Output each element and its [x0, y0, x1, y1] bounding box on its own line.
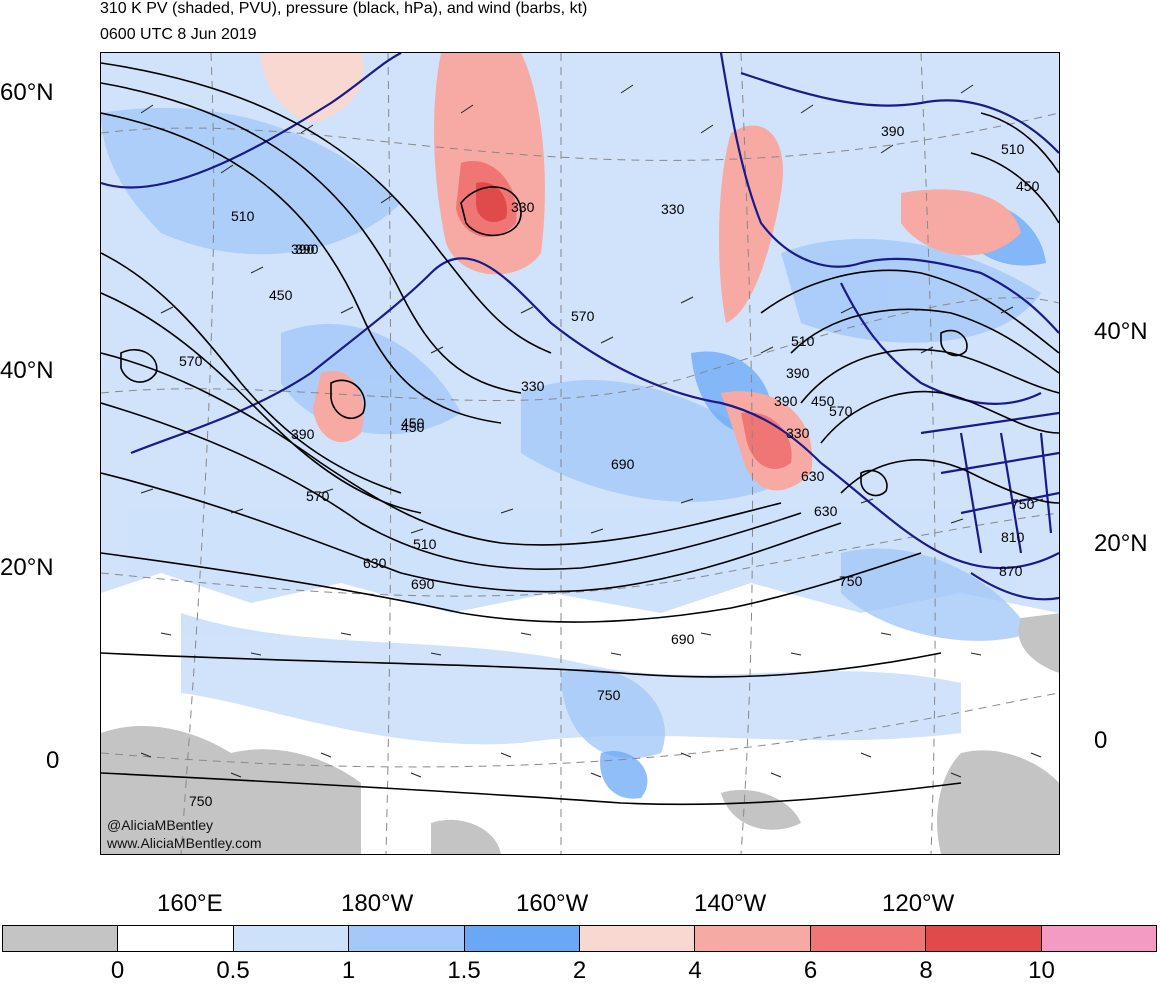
- graticule: [101, 53, 1059, 854]
- contour-label: 690: [671, 631, 695, 647]
- lat-label-right-0: 0: [1094, 727, 1108, 754]
- contour-label: 390: [291, 241, 315, 257]
- contour-label: 330: [786, 425, 810, 441]
- map-title: 310 K PV (shaded, PVU), pressure (black,…: [100, 0, 588, 17]
- contour-label: 450: [401, 419, 425, 435]
- pressure-contours: [101, 62, 1059, 806]
- contour-label: 870: [999, 563, 1023, 579]
- contour-label: 750: [839, 573, 863, 589]
- contour-label: 510: [413, 536, 437, 552]
- contour-label: 390: [774, 393, 798, 409]
- contour-label: 390: [295, 241, 319, 257]
- contour-label: 510: [231, 208, 255, 224]
- contour-label: 450: [811, 393, 835, 409]
- colorbar-cell: [118, 926, 234, 951]
- contour-label: 450: [269, 287, 293, 303]
- contour-label: 450: [1016, 178, 1040, 194]
- colorbar-cell: [810, 926, 927, 951]
- lon-label-180w: 180°W: [341, 890, 414, 917]
- contour-label: 750: [189, 793, 213, 809]
- lon-label-160w: 160°W: [516, 890, 589, 917]
- contour-label: 570: [829, 403, 853, 419]
- colorbar-cell: [580, 926, 696, 951]
- lon-label-140w: 140°W: [694, 890, 767, 917]
- colorbar-label: 8: [919, 957, 933, 984]
- colorbar-cell: [3, 926, 119, 951]
- contour-label: 390: [291, 426, 315, 442]
- credit-website: www.AliciaMBentley.com: [107, 835, 262, 851]
- lat-label-left-0: 0: [46, 747, 60, 774]
- contour-label: 330: [521, 378, 545, 394]
- lat-label-left-40n: 40°N: [0, 357, 54, 384]
- colorbar-cell: [349, 926, 465, 951]
- colorbar-cell: [926, 926, 1042, 951]
- colorbar-label: 2: [572, 957, 587, 984]
- lat-label-right-40n: 40°N: [1094, 318, 1148, 345]
- colorbar-cell: [695, 926, 811, 951]
- pv-map: 390 510 450 330 570 510 390 450 390 330 630 690 390 3…: [100, 52, 1060, 855]
- contour-label: 690: [411, 576, 435, 592]
- contour-label: 510: [791, 333, 815, 349]
- contour-label: 750: [597, 687, 621, 703]
- colorbar-label: 1.5: [447, 957, 481, 984]
- credit-handle: @AliciaMBentley: [107, 817, 214, 833]
- wind-barbs: [140, 84, 1044, 778]
- map-valid-time: 0600 UTC 8 Jun 2019: [100, 26, 257, 43]
- pv-shading-red: [261, 53, 1021, 491]
- contour-label: 330: [511, 199, 535, 215]
- contour-label: 630: [363, 555, 387, 571]
- colorbar-label: 0: [110, 957, 125, 984]
- pv-shading-gray: [101, 613, 1059, 854]
- colorbar-label: 4: [688, 957, 702, 984]
- contour-label: 750: [1011, 496, 1035, 512]
- colorbar-label: 1: [341, 957, 356, 984]
- contour-label: 390: [786, 365, 810, 381]
- colorbar-label: 10: [1028, 957, 1055, 984]
- contour-label: 630: [801, 468, 825, 484]
- coastlines: [101, 53, 1059, 601]
- colorbar-label: 6: [803, 957, 818, 984]
- lon-label-120w: 120°W: [882, 890, 955, 917]
- contour-label: 810: [1001, 529, 1025, 545]
- colorbar-cell: [464, 926, 581, 951]
- contour-label: 570: [179, 353, 203, 369]
- contour-label: 570: [306, 488, 330, 504]
- contour-label: 450: [401, 415, 425, 431]
- pv-map-canvas: [101, 53, 1059, 854]
- contour-label: 570: [571, 308, 595, 324]
- lat-label-left-60n: 60°N: [0, 79, 54, 106]
- contour-label: 690: [611, 456, 635, 472]
- colorbar-label: 0.5: [216, 957, 250, 984]
- lon-label-160e: 160°E: [157, 890, 223, 917]
- colorbar-cell: [1041, 926, 1157, 951]
- contour-label: 390: [881, 123, 905, 139]
- colorbar-cell: [233, 926, 350, 951]
- contour-label: 330: [661, 201, 685, 217]
- lat-label-right-20n: 20°N: [1094, 530, 1148, 557]
- contour-label: 630: [814, 503, 838, 519]
- pv-colorbar: [2, 925, 1157, 952]
- lat-label-left-20n: 20°N: [0, 554, 54, 581]
- contour-label: 510: [1001, 141, 1025, 157]
